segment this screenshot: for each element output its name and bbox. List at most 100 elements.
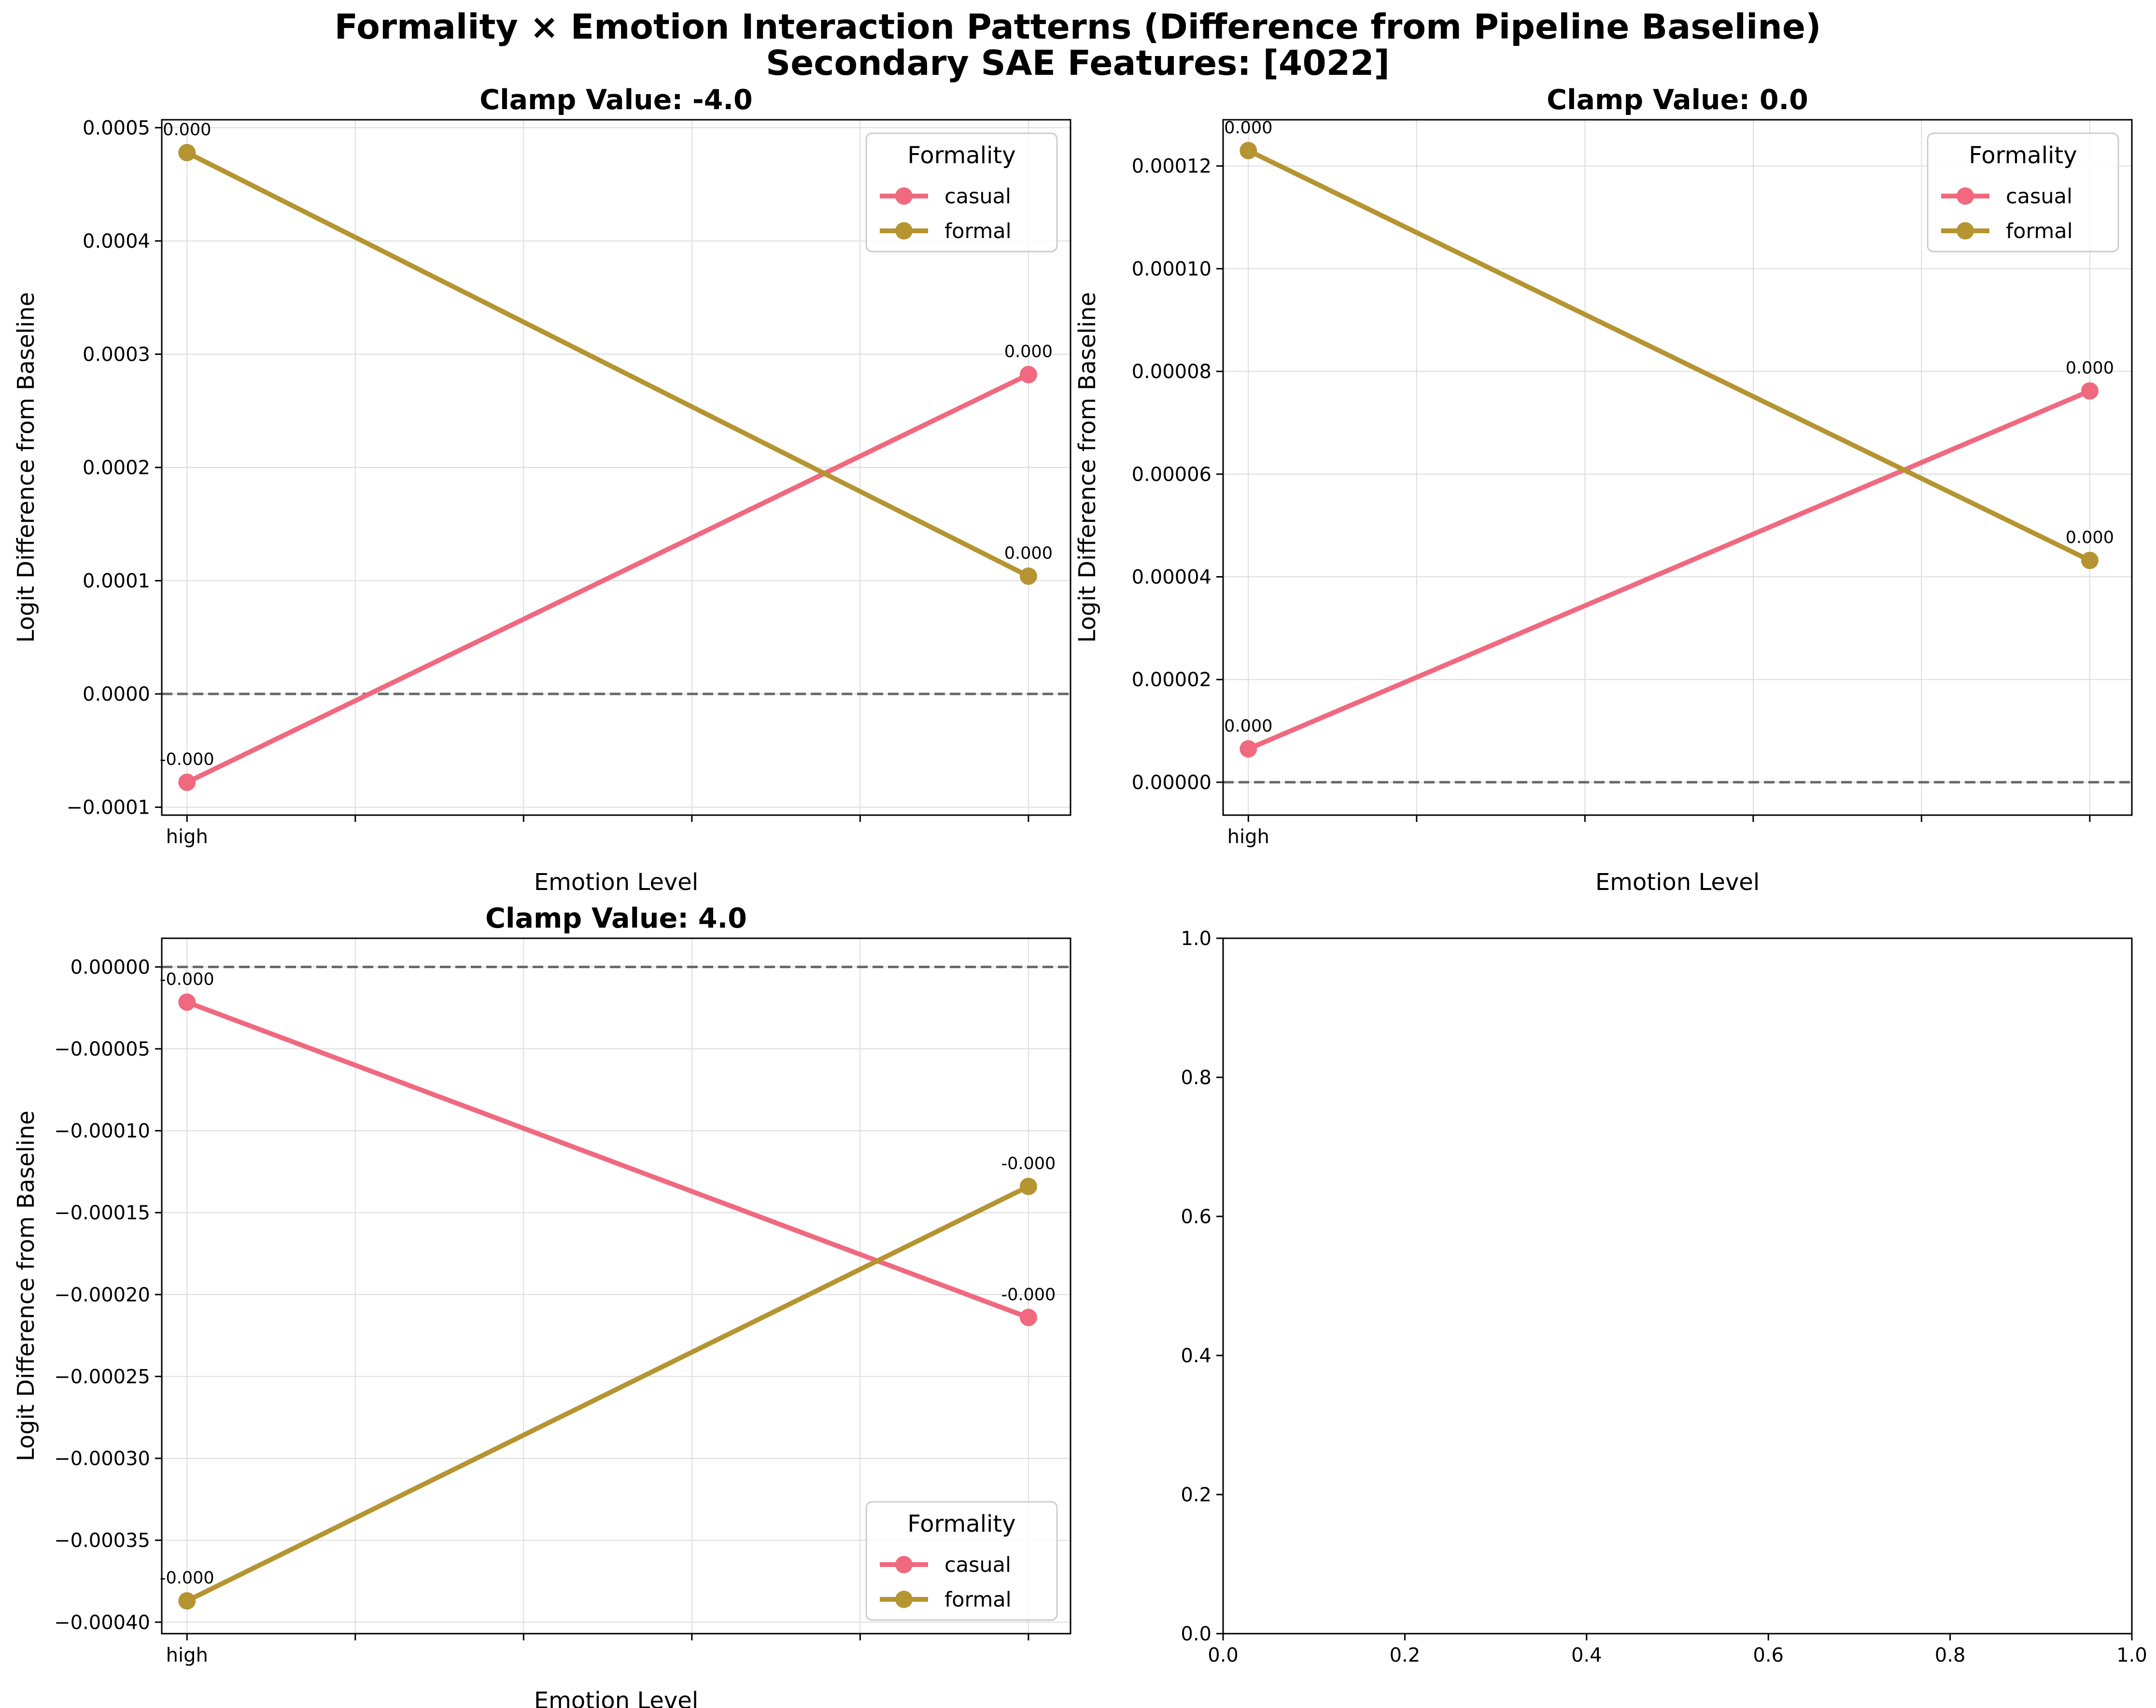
y-tick-label: 0.0000 (83, 683, 150, 706)
y-tick-label: 0.00002 (1132, 669, 1212, 691)
data-point-casual (1240, 740, 1257, 758)
data-point-formal (178, 144, 196, 162)
data-point-formal (1019, 567, 1037, 585)
legend-title: Formality (1969, 142, 2077, 169)
legend: Formality casual formal (1927, 132, 2119, 253)
y-tick-label: 1.0 (1181, 928, 1212, 950)
legend-marker-formal (895, 1591, 913, 1608)
data-label-casual: -0.000 (160, 970, 214, 989)
y-tick-label: −0.00035 (54, 1530, 150, 1552)
axes-frame (161, 937, 1071, 1635)
series-line-formal (184, 150, 1031, 579)
y-tick-label: 0.2 (1181, 1484, 1212, 1506)
y-tick-label: 0.0002 (83, 457, 150, 479)
x-axis-label: Emotion Level (1595, 869, 1760, 896)
y-tick-label: −0.00040 (54, 1611, 150, 1634)
y-axis-label: Logit Difference from Baseline (1074, 292, 1101, 643)
legend-marker-formal (1957, 222, 1974, 240)
data-point-formal (1240, 141, 1257, 159)
data-label-casual: -0.000 (1001, 1285, 1056, 1304)
subplot-title: Clamp Value: -4.0 (479, 84, 752, 116)
legend-marker-formal (895, 222, 913, 240)
legend: Formality casual formal (865, 1501, 1058, 1621)
y-tick-label: −0.00030 (54, 1448, 150, 1470)
y-tick-label: 0.00006 (1132, 464, 1212, 486)
y-tick-label: −0.00025 (54, 1366, 150, 1388)
y-tick-label: 0.4 (1181, 1345, 1212, 1367)
series-line-casual (1246, 388, 2092, 751)
y-tick-label: 0.0003 (83, 343, 150, 366)
subplot-2: 0.000 0.000 0.000 0.000 high 0.00000 0.00002 0.… (1074, 84, 2133, 896)
data-label-casual: -0.000 (160, 750, 214, 769)
x-tick-label: 0.2 (1390, 1644, 1421, 1666)
x-tick-label: 0.4 (1571, 1644, 1602, 1666)
data-point-casual (2081, 382, 2099, 400)
data-label-formal: 0.000 (1224, 118, 1272, 138)
x-tick-label: 0.0 (1208, 1644, 1239, 1666)
legend-box (1927, 132, 2119, 253)
data-label-formal: 0.000 (1004, 544, 1053, 563)
data-label-casual: 0.000 (1224, 717, 1272, 736)
legend-marker-casual (895, 1556, 913, 1573)
legend-title: Formality (907, 142, 1015, 169)
data-label-casual: 0.000 (1004, 342, 1053, 362)
data-point-casual (1019, 366, 1037, 383)
legend-label-formal: formal (944, 1588, 1012, 1612)
data-point-formal (1019, 1177, 1037, 1195)
axes-frame (1222, 119, 2133, 816)
data-label-formal: 0.000 (2066, 528, 2114, 547)
y-tick-label: 0.8 (1181, 1067, 1212, 1089)
series-line-formal (184, 1184, 1031, 1604)
subplot-title: Clamp Value: 0.0 (1547, 84, 1808, 116)
legend-label-formal: formal (2006, 219, 2073, 243)
plot-area (1223, 938, 2132, 1634)
legend-label-formal: formal (944, 219, 1012, 243)
data-point-casual (178, 993, 196, 1011)
x-axis-label: Emotion Level (534, 869, 698, 896)
y-tick-label: 0.0005 (83, 117, 150, 139)
legend-marker-casual (1957, 187, 1974, 205)
data-point-formal (2081, 551, 2099, 569)
legend: Formality casual formal (865, 132, 1058, 253)
y-tick-label: 0.00000 (1132, 772, 1212, 794)
series-line-formal (1246, 148, 2092, 563)
x-tick-label: high (166, 1644, 208, 1666)
y-axis-label: Logit Difference from Baseline (13, 1111, 40, 1461)
figure-title-line2: Secondary SAE Features: [4022] (766, 43, 1390, 83)
x-tick-label: 0.6 (1753, 1644, 1784, 1666)
data-label-formal: 0.000 (163, 120, 211, 140)
x-tick-label: 0.8 (1935, 1644, 1966, 1666)
y-tick-label: −0.0001 (67, 797, 150, 819)
x-axis-label: Emotion Level (534, 1687, 698, 1708)
legend-label-casual: casual (944, 184, 1011, 209)
subplot-4: 0.0 0.2 0.4 0.6 0.8 1.0 0.0 0.2 0.4 0.6 0.8 1.0 (1181, 928, 2147, 1666)
legend-label-casual: casual (944, 1553, 1011, 1577)
y-tick-label: 0.00008 (1132, 361, 1212, 383)
data-label-casual: 0.000 (2066, 359, 2114, 378)
data-point-casual (178, 773, 196, 791)
y-tick-label: −0.00005 (54, 1038, 150, 1060)
series-line-casual (184, 1000, 1031, 1320)
subplot-3: -0.000 -0.000 -0.000 -0.000 high 0.00000 −0.00… (13, 903, 1071, 1708)
y-tick-label: 0.00012 (1132, 155, 1212, 178)
y-tick-label: 0.0004 (83, 230, 150, 253)
y-tick-label: −0.00015 (54, 1202, 150, 1224)
legend-box (865, 1501, 1058, 1621)
y-tick-label: 0.0 (1181, 1623, 1212, 1645)
axes-frame (1222, 937, 2133, 1635)
data-label-formal: -0.000 (1001, 1154, 1056, 1173)
y-tick-label: 0.00000 (70, 956, 150, 978)
legend-label-casual: casual (2006, 184, 2072, 209)
y-tick-label: 0.00004 (1132, 566, 1212, 589)
subplot-1: -0.000 0.000 0.000 0.000 high −0.0001 0.0000 0.… (13, 84, 1071, 896)
data-point-casual (1019, 1309, 1037, 1327)
y-tick-label: −0.00010 (54, 1120, 150, 1143)
figure-title-line1: Formality × Emotion Interaction Patterns… (335, 7, 1821, 47)
y-tick-label: 0.6 (1181, 1206, 1212, 1228)
legend-marker-casual (895, 187, 913, 205)
y-tick-label: −0.00020 (54, 1284, 150, 1306)
series-line-casual (184, 372, 1031, 785)
legend-box (865, 132, 1058, 253)
y-tick-label: 0.00010 (1132, 258, 1212, 280)
